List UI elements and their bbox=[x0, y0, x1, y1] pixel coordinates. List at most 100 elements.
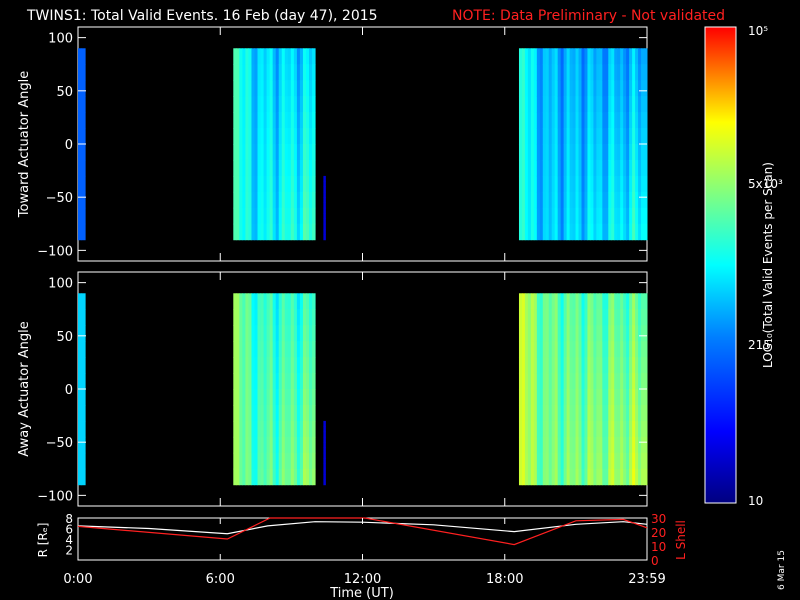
heatmap-cell bbox=[527, 144, 532, 161]
heatmap-cell bbox=[629, 452, 633, 470]
heatmap-cell bbox=[524, 341, 529, 358]
heatmap-cell bbox=[521, 436, 526, 454]
heatmap-cell bbox=[632, 96, 636, 113]
heatmap-cell bbox=[323, 197, 326, 203]
heatmap-cell bbox=[245, 404, 249, 422]
heatmap-cell bbox=[560, 420, 565, 438]
heatmap-cell bbox=[581, 96, 585, 113]
heatmap-cell bbox=[542, 112, 547, 129]
heatmap-cell bbox=[614, 159, 618, 177]
heatmap-cell bbox=[257, 159, 262, 177]
heatmap-cell bbox=[533, 373, 538, 390]
heatmap-cell bbox=[527, 293, 532, 310]
heatmap-cell bbox=[530, 436, 535, 454]
heatmap-cell bbox=[623, 96, 627, 113]
heatmap-cell bbox=[518, 293, 523, 310]
heatmap-cell bbox=[560, 207, 565, 225]
heatmap-cell bbox=[629, 293, 633, 310]
heatmap-cell bbox=[539, 325, 544, 342]
heatmap-cell bbox=[242, 373, 246, 390]
heatmap-cell bbox=[590, 436, 594, 454]
heatmap-cell bbox=[626, 223, 630, 241]
heatmap-cell bbox=[572, 373, 577, 390]
heatmap-cell bbox=[290, 309, 295, 326]
heatmap-cell bbox=[78, 96, 83, 113]
heatmap-cell bbox=[542, 64, 547, 81]
heatmap-cell bbox=[309, 191, 313, 209]
heatmap-cell bbox=[248, 468, 252, 486]
heatmap-cell bbox=[626, 112, 630, 129]
heatmap-cell bbox=[599, 309, 603, 326]
heatmap-cell bbox=[309, 159, 313, 177]
heatmap-cell bbox=[560, 64, 565, 81]
heatmap-cell bbox=[563, 175, 568, 193]
heatmap-cell bbox=[602, 223, 606, 241]
heatmap-cell bbox=[542, 357, 547, 374]
heatmap-cell bbox=[605, 159, 609, 177]
heatmap-cell bbox=[275, 468, 280, 486]
heatmap-cell bbox=[239, 404, 243, 422]
heatmap-cell bbox=[527, 309, 532, 326]
heatmap-cell bbox=[290, 96, 295, 113]
heatmap-cell bbox=[236, 112, 240, 129]
heatmap-cell bbox=[599, 436, 603, 454]
heatmap-cell bbox=[269, 357, 274, 374]
heatmap-cell bbox=[245, 436, 249, 454]
heatmap-cell bbox=[309, 373, 313, 390]
heatmap-cell bbox=[557, 309, 562, 326]
heatmap-cell bbox=[614, 389, 618, 406]
heatmap-cell bbox=[560, 468, 565, 486]
heatmap-cell bbox=[81, 452, 86, 470]
heatmap-cell bbox=[557, 420, 562, 438]
heatmap-cell bbox=[269, 80, 274, 97]
heatmap-cell bbox=[641, 468, 645, 486]
heatmap-cell bbox=[257, 144, 262, 161]
toward-heatmap bbox=[78, 48, 648, 241]
heatmap-cell bbox=[605, 64, 609, 81]
heatmap-cell bbox=[309, 404, 313, 422]
heatmap-cell bbox=[257, 175, 262, 193]
heatmap-cell bbox=[290, 341, 295, 358]
heatmap-cell bbox=[560, 175, 565, 193]
heatmap-cell bbox=[620, 325, 624, 342]
heatmap-cell bbox=[611, 293, 615, 310]
heatmap-cell bbox=[81, 159, 86, 177]
heatmap-cell bbox=[81, 128, 86, 145]
heatmap-cell bbox=[278, 159, 283, 177]
heatmap-cell bbox=[542, 223, 547, 241]
heatmap-cell bbox=[560, 144, 565, 161]
away-heatmap bbox=[78, 293, 648, 486]
heatmap-cell bbox=[323, 202, 326, 209]
heatmap-cell bbox=[620, 191, 624, 209]
heatmap-cell bbox=[323, 207, 326, 214]
heatmap-cell bbox=[248, 144, 252, 161]
heatmap-cell bbox=[248, 373, 252, 390]
heatmap-cell bbox=[599, 191, 603, 209]
heatmap-cell bbox=[572, 144, 577, 161]
heatmap-cell bbox=[524, 48, 529, 65]
heatmap-cell bbox=[260, 80, 265, 97]
heatmap-cell bbox=[527, 80, 532, 97]
heatmap-cell bbox=[527, 175, 532, 193]
heatmap-cell bbox=[239, 175, 243, 193]
heatmap-cell bbox=[263, 128, 268, 145]
heatmap-cell bbox=[81, 373, 86, 390]
heatmap-cell bbox=[275, 96, 280, 113]
heatmap-cell bbox=[551, 96, 556, 113]
heatmap-cell bbox=[584, 389, 588, 406]
heatmap-cell bbox=[278, 223, 283, 241]
heatmap-cell bbox=[614, 223, 618, 241]
heatmap-cell bbox=[278, 404, 283, 422]
heatmap-cell bbox=[569, 223, 574, 241]
heatmap-cell bbox=[602, 436, 606, 454]
heatmap-cell bbox=[533, 48, 538, 65]
heatmap-cell bbox=[272, 357, 277, 374]
heatmap-cell bbox=[233, 404, 237, 422]
heatmap-cell bbox=[309, 293, 313, 310]
heatmap-cell bbox=[236, 191, 240, 209]
heatmap-cell bbox=[518, 159, 523, 177]
heatmap-cell bbox=[614, 357, 618, 374]
heatmap-cell bbox=[623, 309, 627, 326]
heatmap-cell bbox=[644, 420, 648, 438]
